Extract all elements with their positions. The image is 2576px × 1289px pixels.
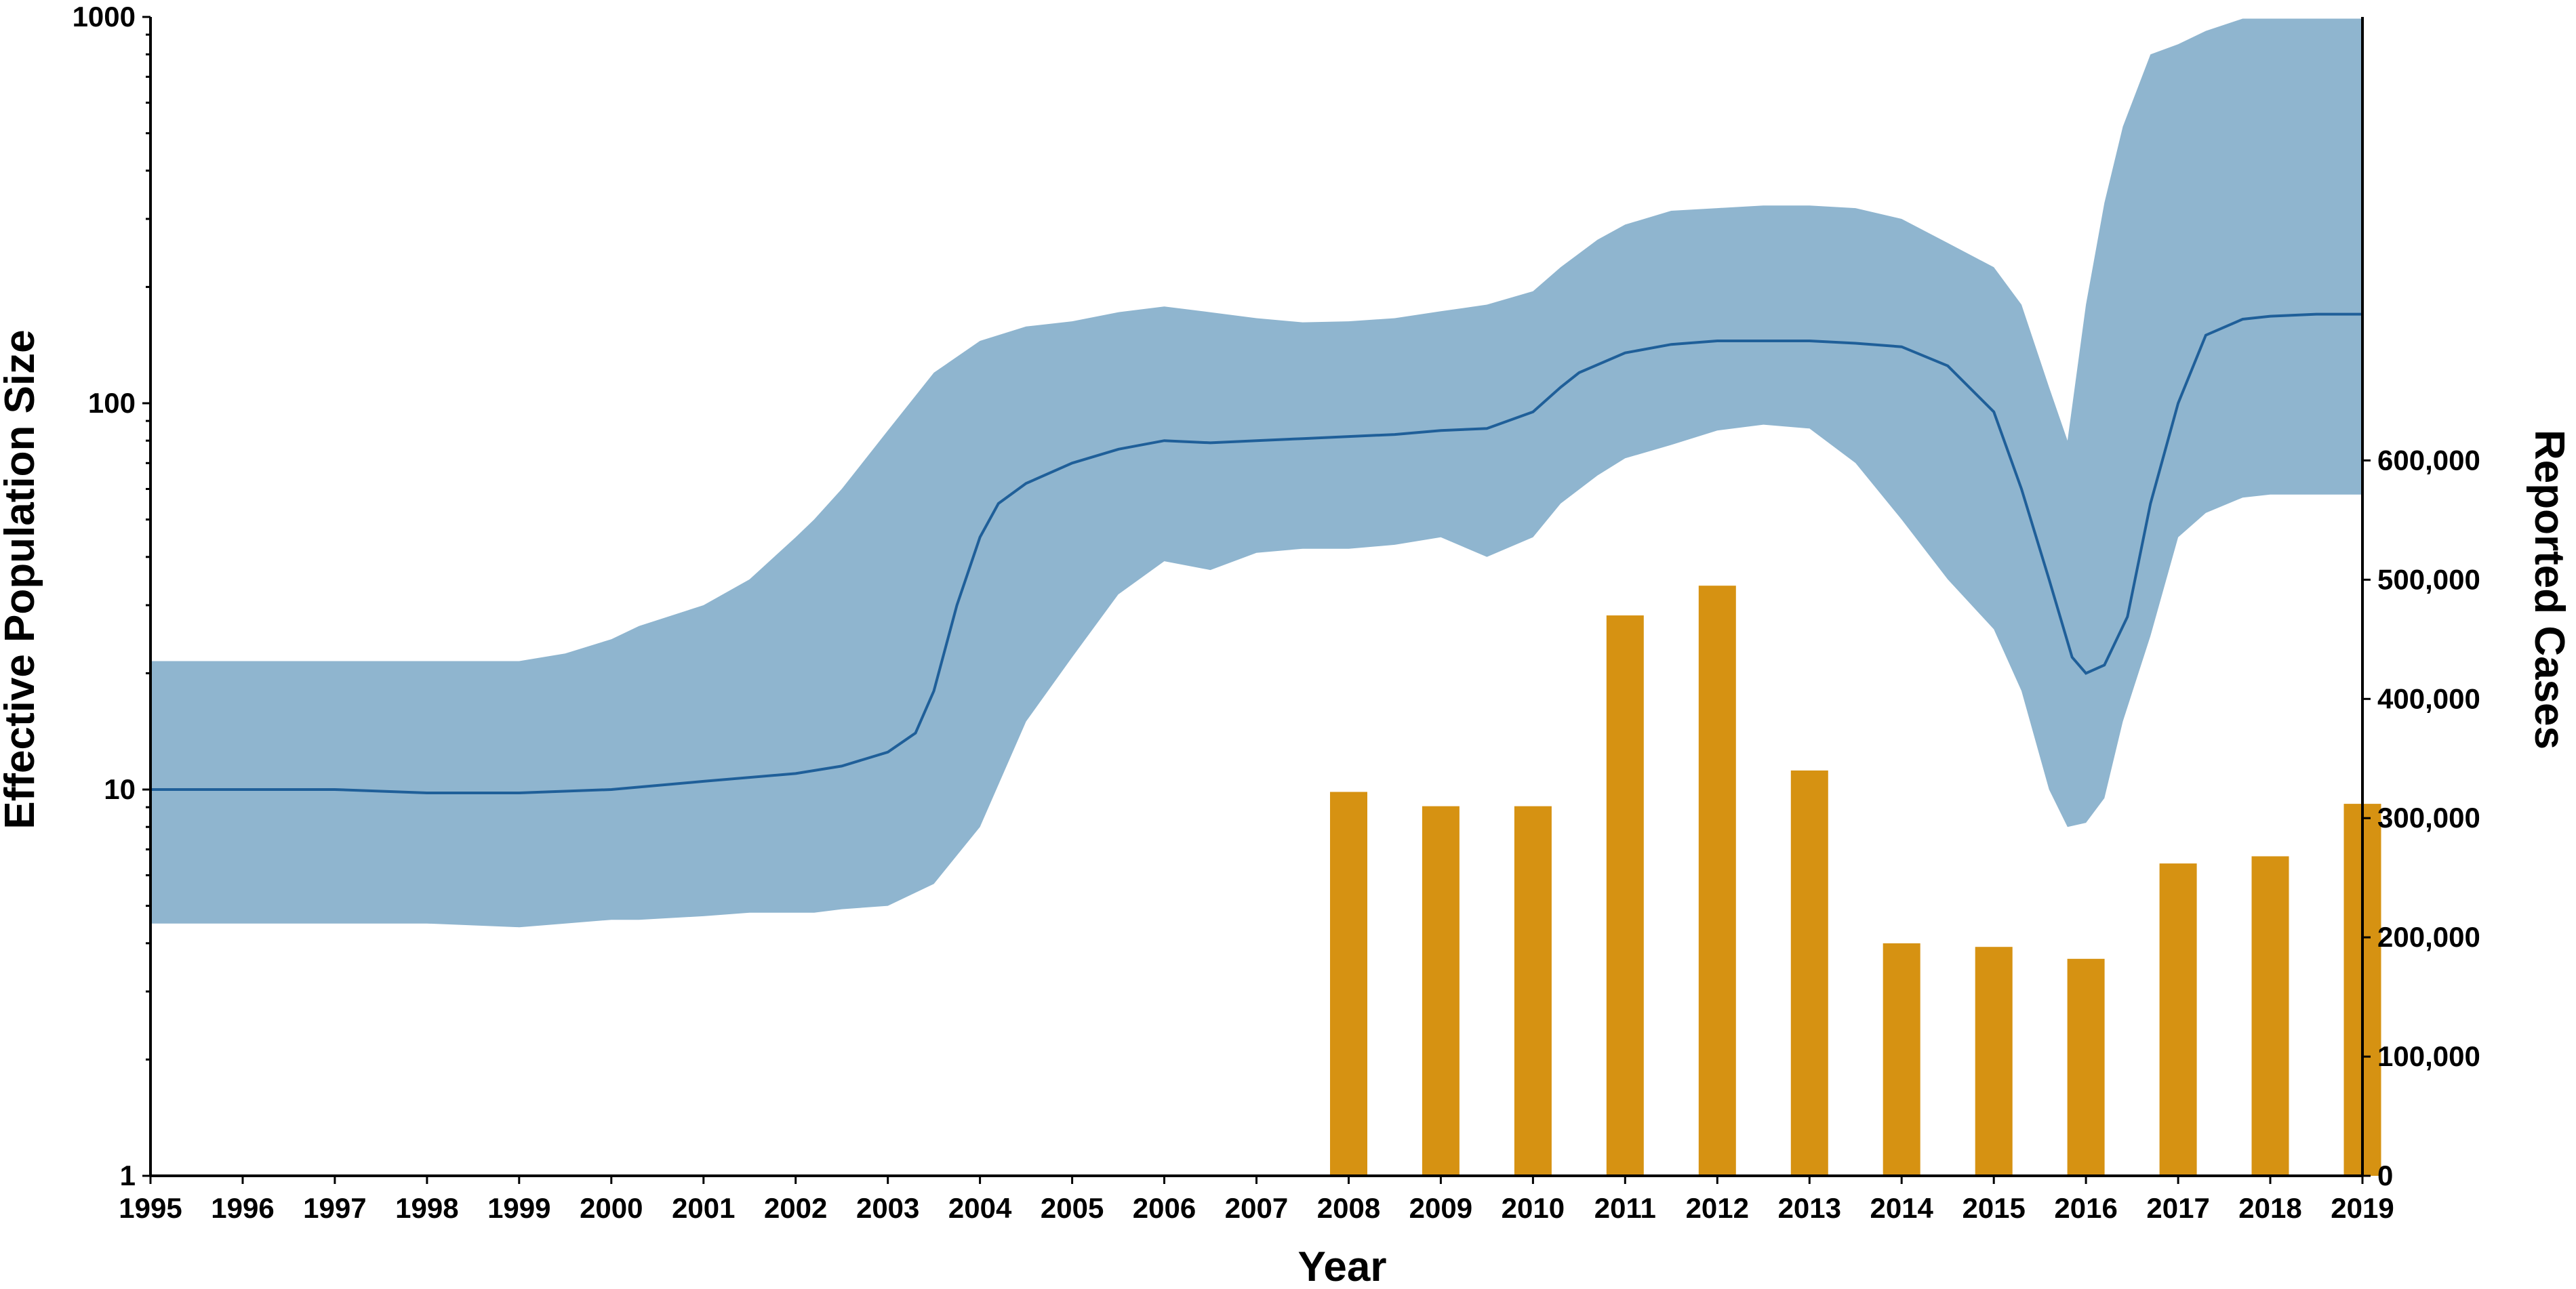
bar-layer: [1330, 586, 2381, 1176]
y-tick-label-10: 10: [104, 773, 136, 805]
bar-2018: [2251, 856, 2289, 1176]
x-tick-label-2004: 2004: [948, 1192, 1012, 1224]
bar-2013: [1790, 770, 1828, 1176]
x-axis-title: Year: [1297, 1244, 1386, 1289]
y2-tick-label-600000: 600,000: [2377, 444, 2480, 476]
x-tick-label-2000: 2000: [580, 1192, 643, 1224]
y-tick-label-100: 100: [88, 387, 136, 419]
y2-tick-label-200000: 200,000: [2377, 921, 2480, 953]
bar-2011: [1606, 615, 1644, 1176]
x-tick-label-2010: 2010: [1502, 1192, 1565, 1224]
x-tick-label-2011: 2011: [1594, 1192, 1656, 1224]
x-tick-label-1997: 1997: [303, 1192, 366, 1224]
x-tick-label-1995: 1995: [119, 1192, 182, 1224]
bar-2009: [1422, 806, 1460, 1176]
x-tick-label-2001: 2001: [672, 1192, 735, 1224]
bar-2012: [1698, 586, 1736, 1176]
x-tick-label-1999: 1999: [487, 1192, 550, 1224]
y-axis-title: Effective Population Size: [0, 329, 43, 829]
x-tick-label-2013: 2013: [1778, 1192, 1841, 1224]
x-tick-label-1996: 1996: [211, 1192, 274, 1224]
bar-2016: [2067, 958, 2105, 1176]
line-layer: [150, 312, 2362, 794]
confidence-band: [150, 18, 2362, 928]
plot-area: [150, 18, 2381, 1176]
x-tick-label-2002: 2002: [764, 1192, 827, 1224]
x-tick-label-2018: 2018: [2238, 1192, 2301, 1224]
x-tick-label-2012: 2012: [1686, 1192, 1749, 1224]
x-tick-label-2005: 2005: [1041, 1192, 1104, 1224]
x-tick-label-2003: 2003: [856, 1192, 919, 1224]
x-tick-label-2007: 2007: [1225, 1192, 1288, 1224]
y2-tick-label-100000: 100,000: [2377, 1040, 2480, 1072]
y2-tick-label-300000: 300,000: [2377, 802, 2480, 834]
x-tick-label-2008: 2008: [1317, 1192, 1380, 1224]
x-tick-label-2017: 2017: [2146, 1192, 2209, 1224]
x-tick-label-2006: 2006: [1133, 1192, 1196, 1224]
x-tick-label-2015: 2015: [1962, 1192, 2025, 1224]
x-tick-label-1998: 1998: [395, 1192, 458, 1224]
x-tick-label-2016: 2016: [2054, 1192, 2117, 1224]
bar-2015: [1975, 947, 2013, 1176]
x-tick-label-2019: 2019: [2331, 1192, 2394, 1224]
y2-tick-label-0: 0: [2377, 1160, 2393, 1191]
axes: 1 10 100 1000 0 100,000 200,000 300,000 400,000 5…: [73, 1, 2480, 1224]
y2-axis-title: Reported Cases: [2526, 430, 2573, 750]
x-tick-label-2014: 2014: [1870, 1192, 1933, 1224]
bar-2017: [2159, 863, 2197, 1176]
y2-tick-label-500000: 500,000: [2377, 563, 2480, 595]
y2-tick-label-400000: 400,000: [2377, 682, 2480, 714]
y-tick-label-1000: 1000: [73, 1, 136, 33]
band-layer: [150, 18, 2362, 928]
x-tick-label-2009: 2009: [1409, 1192, 1472, 1224]
median-line: [150, 312, 2362, 794]
y-tick-label-1: 1: [120, 1160, 136, 1191]
bar-2010: [1514, 806, 1552, 1176]
bar-2014: [1883, 943, 1920, 1176]
bar-2008: [1330, 792, 1367, 1176]
